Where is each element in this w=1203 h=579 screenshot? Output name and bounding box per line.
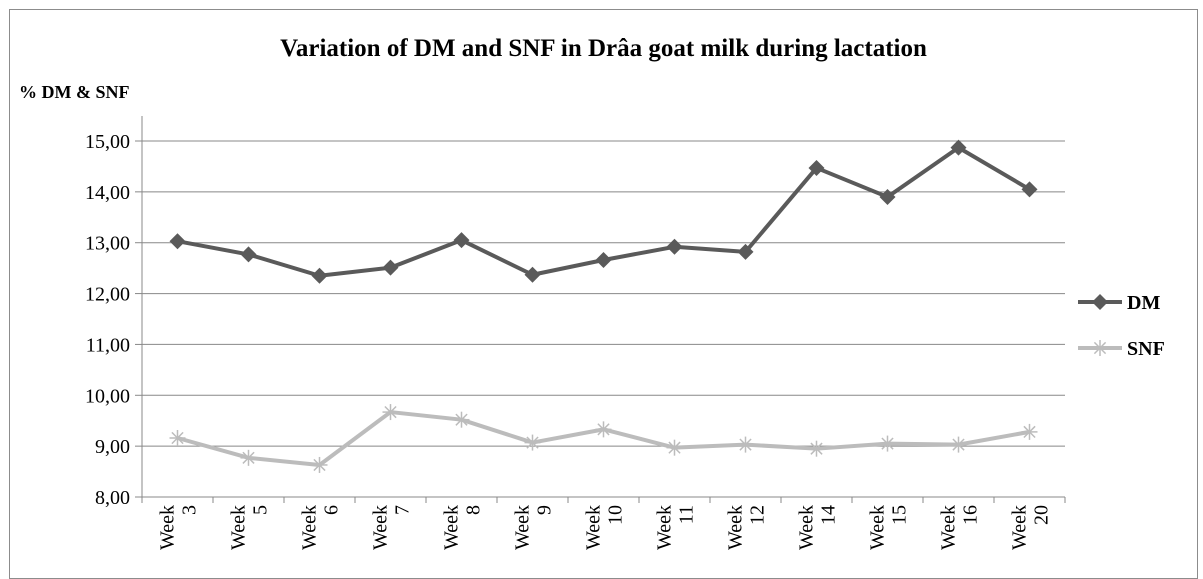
x-category: Week 9: [512, 505, 556, 550]
chart-title: Variation of DM and SNF in Drâa goat mil…: [280, 35, 927, 62]
x-tick-label: Week: [299, 505, 321, 550]
series-line-snf: [176, 410, 1030, 467]
data-point-snf: [737, 436, 754, 453]
x-category: Week 3: [157, 505, 201, 550]
y-tick-label: 14,00: [85, 182, 130, 204]
x-tick-label: 3: [179, 505, 201, 515]
x-tick-label: 10: [605, 505, 627, 525]
data-point-snf: [524, 434, 541, 451]
y-tick-label: 10,00: [85, 385, 130, 407]
data-point-dm: [950, 139, 967, 156]
x-tick-label: 14: [818, 505, 840, 525]
y-tick-label: 13,00: [85, 233, 130, 255]
x-tick-label: Week: [938, 505, 960, 550]
x-category: Week 15: [867, 505, 911, 550]
data-point-dm: [382, 259, 399, 276]
x-tick-label: Week: [512, 505, 534, 550]
x-category: Week 12: [725, 505, 769, 550]
data-point-snf: [666, 439, 683, 456]
axes: 8,00 9,00 10,00 11,00 12,00 13,00 14,00 15,00 We…: [85, 116, 1066, 550]
x-tick-label: Week: [1009, 505, 1031, 550]
data-point-snf: [453, 411, 470, 428]
x-tick-label: 15: [889, 505, 911, 525]
data-point-snf: [240, 449, 257, 466]
x-category: Week 8: [441, 505, 485, 550]
x-tick-label: 6: [321, 505, 343, 515]
x-category: Week 6: [299, 505, 343, 550]
legend-label-dm: DM: [1127, 292, 1160, 314]
data-point-snf: [950, 436, 967, 453]
gridlines: [142, 140, 1065, 447]
y-tick-label: 15,00: [85, 131, 130, 153]
x-category: Week 7: [370, 505, 414, 550]
x-tick-label: Week: [725, 505, 747, 550]
x-category: Week 5: [228, 505, 272, 550]
y-tick-label: 12,00: [85, 284, 130, 306]
x-tick-label: Week: [654, 505, 676, 550]
y-tick-label: 8,00: [95, 487, 130, 509]
data-point-snf: [808, 440, 825, 457]
legend-marker-snf: [1092, 340, 1108, 356]
x-tick-label: Week: [796, 505, 818, 550]
data-point-snf: [595, 421, 612, 438]
data-point-snf: [382, 404, 399, 421]
data-point-dm: [737, 243, 754, 260]
data-point-dm: [169, 233, 186, 250]
x-tick-label: 5: [250, 505, 272, 515]
x-tick-label: 20: [1031, 505, 1053, 525]
data-point-dm: [595, 252, 612, 269]
x-tick-label: Week: [583, 505, 605, 550]
y-tick-label: 9,00: [95, 436, 130, 458]
x-tick-label: Week: [157, 505, 179, 550]
data-point-dm: [879, 188, 896, 205]
data-point-snf: [1021, 423, 1038, 440]
x-tick-label: Week: [370, 505, 392, 550]
data-point-dm: [666, 238, 683, 255]
data-point-snf: [169, 430, 186, 447]
x-category: Week 14: [796, 505, 840, 550]
x-tick-label: 11: [676, 505, 698, 524]
x-category: Week 20: [1009, 505, 1053, 550]
data-point-dm: [240, 246, 257, 263]
x-tick-label: 16: [960, 505, 982, 525]
data-point-dm: [453, 232, 470, 249]
x-category: Week 10: [583, 505, 627, 550]
x-tick-label: Week: [867, 505, 889, 550]
x-tick-label: 12: [747, 505, 769, 525]
data-point-dm: [808, 159, 825, 176]
x-tick-label: 7: [392, 505, 414, 515]
x-tick-label: 8: [463, 505, 485, 515]
data-point-dm: [524, 266, 541, 283]
data-point-snf: [311, 456, 328, 473]
x-tick-label: Week: [441, 505, 463, 550]
data-point-snf: [879, 435, 896, 452]
x-category: Week 16: [938, 505, 982, 550]
data-point-dm: [1021, 181, 1038, 198]
x-tick-label: Week: [228, 505, 250, 550]
legend: DM SNF: [1078, 292, 1165, 360]
series: [169, 139, 1038, 473]
legend-marker-dm: [1092, 294, 1108, 310]
x-category: Week 11: [654, 505, 698, 550]
y-tick-label: 11,00: [86, 334, 130, 356]
y-axis-label: % DM & SNF: [19, 82, 130, 102]
data-point-dm: [311, 267, 328, 284]
x-tick-label: 9: [534, 505, 556, 515]
legend-label-snf: SNF: [1127, 338, 1165, 360]
